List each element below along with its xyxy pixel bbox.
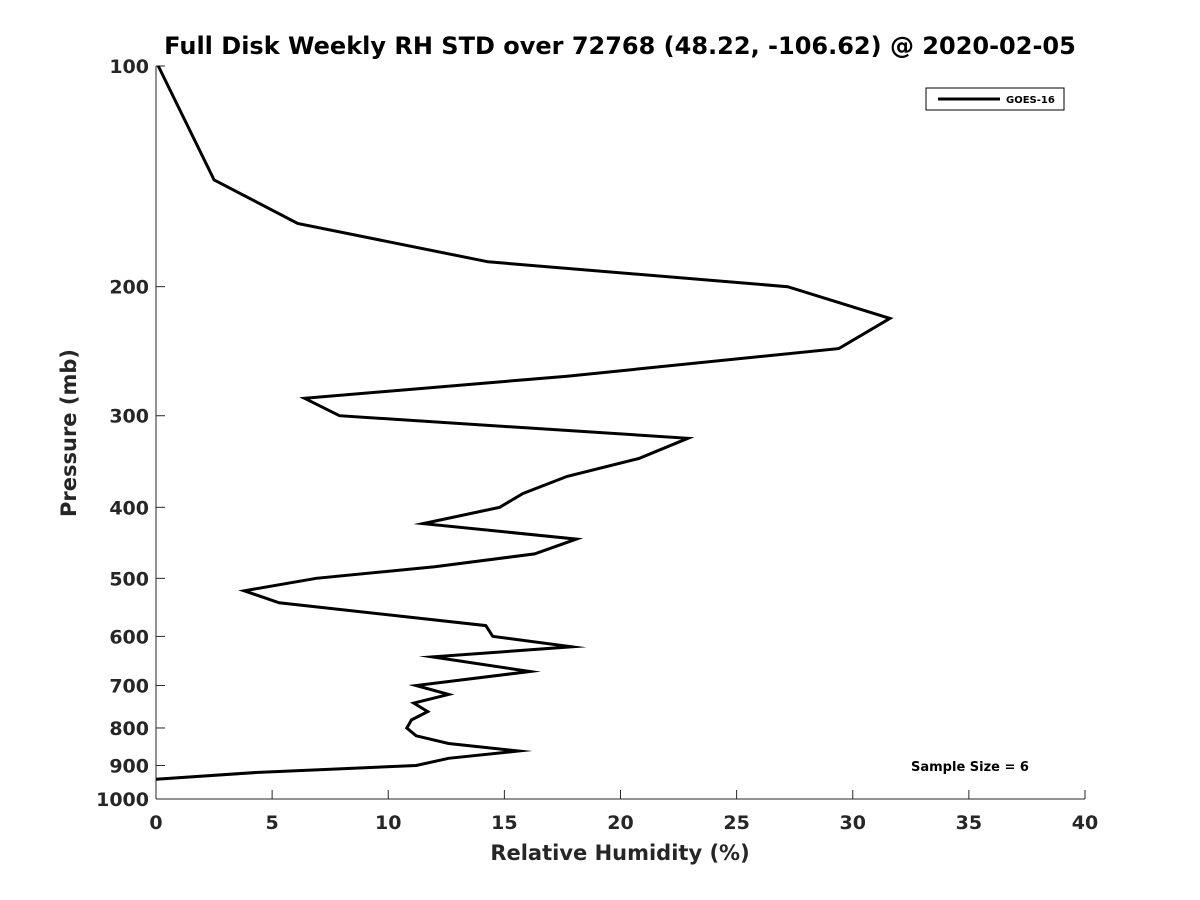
x-tick-label: 20 (607, 812, 633, 834)
series-layer (155, 65, 894, 781)
y-tick-label: 200 (109, 277, 149, 299)
y-tick-label: 800 (109, 718, 149, 740)
x-tick-label: 5 (266, 812, 279, 834)
y-tick-label: 700 (109, 675, 149, 697)
y-tick-label: 900 (109, 755, 149, 777)
chart-title: Full Disk Weekly RH STD over 72768 (48.2… (164, 32, 1076, 60)
x-tick-label: 15 (491, 812, 517, 834)
series-line-goes-16 (155, 65, 894, 781)
axes: 0 5 10 15 20 25 30 35 40 100 200 300 400 500 600 700 800… (96, 56, 1098, 834)
y-axis-label: Pressure (mb) (57, 349, 81, 517)
x-tick-label: 25 (723, 812, 749, 834)
y-tick-label: 500 (109, 568, 149, 590)
legend: GOES-16 (925, 87, 1065, 111)
y-tick-label: 100 (109, 56, 149, 78)
x-tick-label: 0 (149, 812, 162, 834)
legend-label-goes-16: GOES-16 (1006, 95, 1055, 106)
y-tick-label: 600 (109, 626, 149, 648)
x-tick-label: 35 (956, 812, 982, 834)
y-tick-label: 400 (109, 497, 149, 519)
y-tick-label: 1000 (96, 789, 149, 811)
sample-size-annotation: Sample Size = 6 (911, 760, 1029, 775)
x-axis-label: Relative Humidity (%) (490, 841, 749, 865)
x-tick-label: 40 (1072, 812, 1098, 834)
x-tick-label: 10 (375, 812, 401, 834)
x-tick-label: 30 (840, 812, 866, 834)
y-tick-label: 300 (109, 406, 149, 428)
